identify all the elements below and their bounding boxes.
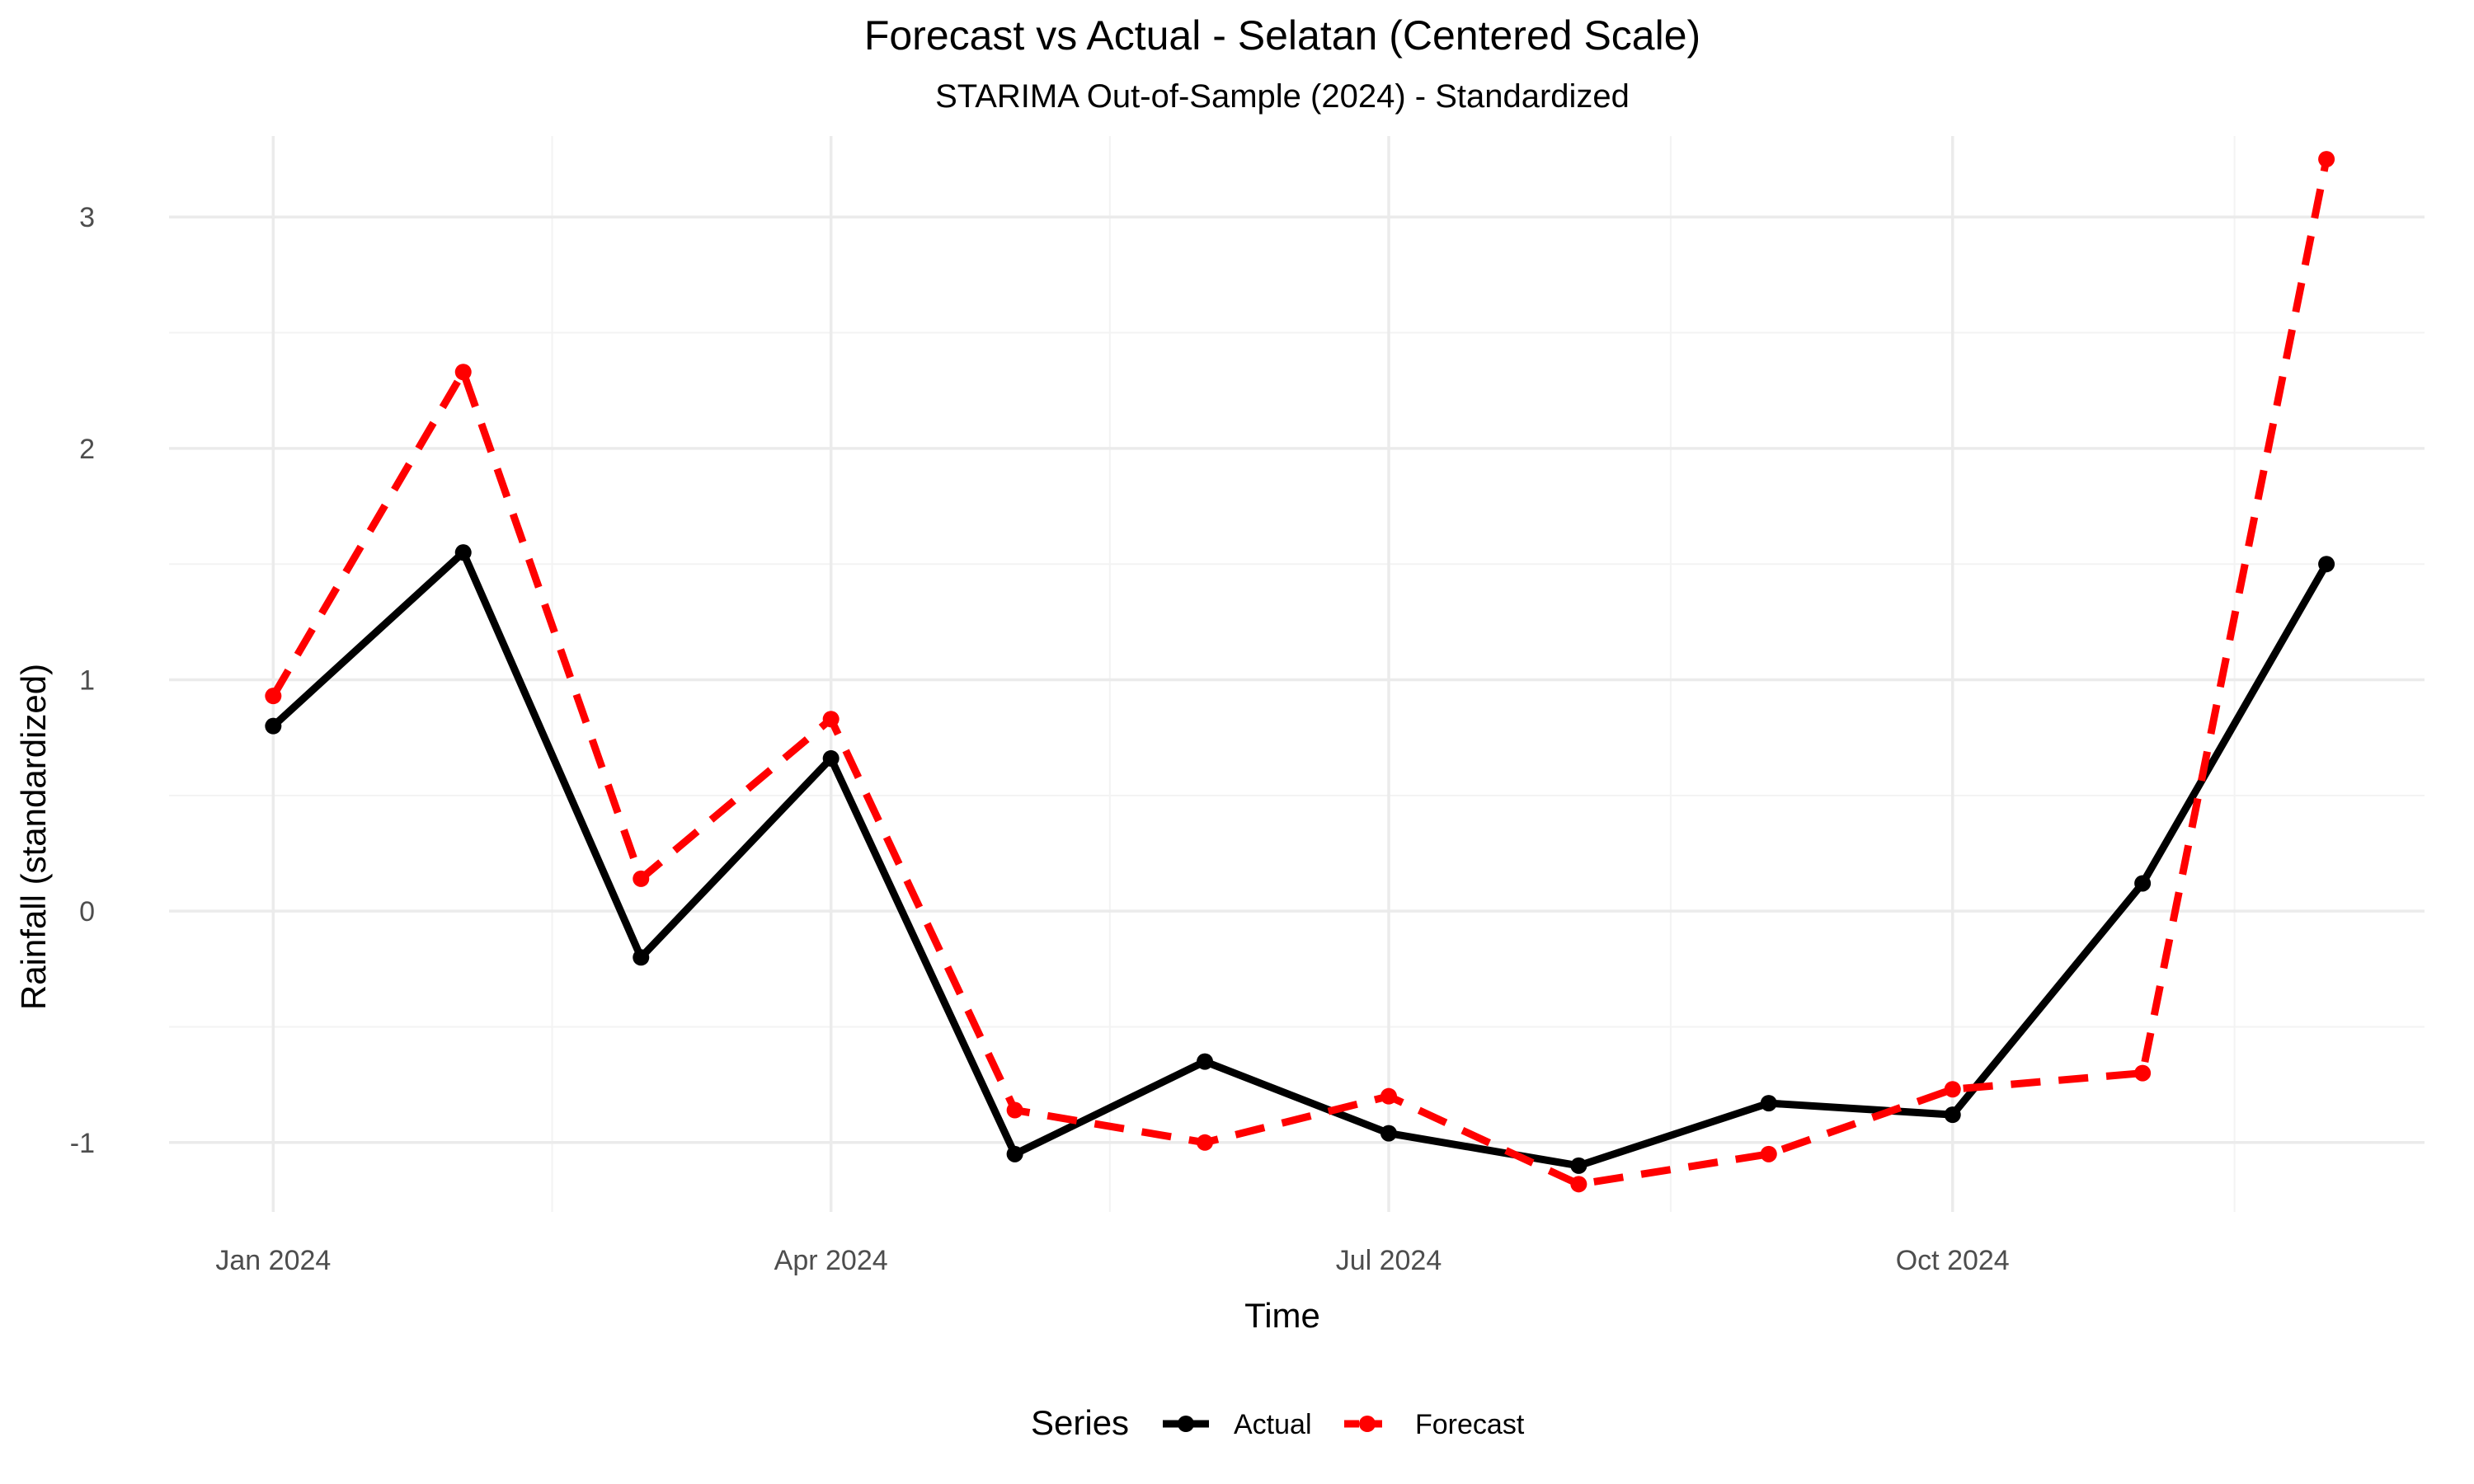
data-point-actual [454,544,472,561]
data-point-actual [1380,1125,1397,1142]
data-point-actual [1006,1145,1023,1162]
data-point-forecast [2318,151,2335,168]
chart-title: Forecast vs Actual - Selatan (Centered S… [864,12,1700,59]
y-axis: -1 0 1 2 3 [70,202,95,1159]
y-tick-label: 0 [79,896,95,928]
x-tick-label: Apr 2024 [774,1245,888,1276]
data-point-forecast [1006,1101,1023,1119]
data-point-actual [2318,556,2335,573]
y-axis-title: Rainfall (standardized) [14,664,53,1010]
y-tick-label: -1 [70,1128,95,1159]
data-point-forecast [2134,1064,2152,1082]
data-point-forecast [1944,1081,1961,1098]
data-point-forecast [1760,1145,1777,1162]
legend-swatch-point-forecast [1359,1416,1376,1432]
x-axis: Jan 2024 Apr 2024 Jul 2024 Oct 2024 [215,1245,2009,1276]
data-point-actual [1197,1053,1214,1070]
data-point-actual [1944,1106,1961,1124]
y-tick-label: 3 [79,202,95,233]
data-point-forecast [1570,1176,1587,1193]
legend-label-forecast: Forecast [1415,1409,1525,1440]
data-point-actual [633,949,650,966]
data-point-forecast [454,364,472,381]
legend-title: Series [1031,1403,1129,1442]
legend-item-actual: Actual [1163,1409,1312,1440]
data-point-actual [2134,875,2152,892]
grid [169,136,2425,1212]
data-point-actual [822,749,840,767]
data-point-forecast [633,870,650,887]
legend-items: Actual Forecast [1163,1409,1525,1440]
data-point-actual [265,717,282,735]
series-forecast [265,151,2335,1193]
data-point-actual [1760,1095,1777,1112]
legend-swatch-point-actual [1178,1416,1194,1432]
data-point-forecast [265,688,282,705]
x-axis-title: Time [1244,1296,1320,1335]
x-tick-label: Jan 2024 [215,1245,331,1276]
x-tick-label: Jul 2024 [1336,1245,1442,1276]
data-point-forecast [822,711,840,728]
series-layer [265,151,2335,1193]
legend-item-forecast: Forecast [1344,1409,1525,1440]
series-line-forecast [270,158,2331,1188]
data-point-actual [1570,1157,1587,1174]
legend-label-actual: Actual [1234,1409,1312,1440]
x-tick-label: Oct 2024 [1896,1245,2010,1276]
data-point-forecast [1380,1087,1397,1105]
series-actual [265,544,2335,1174]
legend: Series Actual Forecast [1031,1403,1525,1442]
y-tick-label: 1 [79,665,95,697]
data-point-forecast [1197,1134,1214,1151]
y-tick-label: 2 [79,434,95,465]
series-line-actual [270,548,2330,1170]
chart-subtitle: STARIMA Out-of-Sample (2024) - Standardi… [935,78,1630,115]
